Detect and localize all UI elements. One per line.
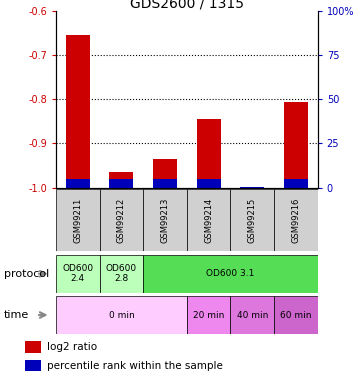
Bar [230,189,274,251]
Bar [56,296,187,334]
Bar [109,179,133,188]
Bar [100,255,143,292]
Bar [187,296,230,334]
Text: GSM99215: GSM99215 [248,198,257,243]
Bar [143,189,187,251]
Text: time: time [4,310,29,320]
Text: 20 min: 20 min [193,310,224,320]
Bar [66,36,90,188]
Bar [240,187,264,188]
Bar [197,119,221,188]
Bar [197,179,221,188]
Bar [187,189,230,251]
Bar [66,179,90,188]
Bar [284,102,308,188]
Bar [230,296,274,334]
Bar [56,189,100,251]
Bar [284,179,308,188]
Text: GSM99213: GSM99213 [161,198,170,243]
Bar [100,189,143,251]
Text: GSM99212: GSM99212 [117,198,126,243]
Text: log2 ratio: log2 ratio [47,342,97,352]
Text: 40 min: 40 min [236,310,268,320]
Text: GSM99216: GSM99216 [291,198,300,243]
Bar [25,360,41,371]
Bar [56,255,100,292]
Text: percentile rank within the sample: percentile rank within the sample [47,361,223,370]
Text: OD600
2.8: OD600 2.8 [106,264,137,284]
Bar [274,189,318,251]
Title: GDS2600 / 1315: GDS2600 / 1315 [130,0,244,10]
Text: OD600 3.1: OD600 3.1 [206,269,255,278]
Text: GSM99211: GSM99211 [73,198,82,243]
Bar [153,179,177,188]
Text: OD600
2.4: OD600 2.4 [62,264,93,284]
Bar [143,255,318,292]
Bar [25,341,41,352]
Text: GSM99214: GSM99214 [204,198,213,243]
Text: protocol: protocol [4,269,49,279]
Bar [109,172,133,188]
Bar [153,159,177,188]
Bar [274,296,318,334]
Text: 0 min: 0 min [109,310,134,320]
Text: 60 min: 60 min [280,310,312,320]
